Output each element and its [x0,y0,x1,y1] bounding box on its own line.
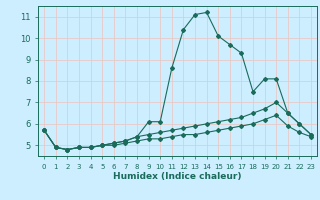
X-axis label: Humidex (Indice chaleur): Humidex (Indice chaleur) [113,172,242,181]
